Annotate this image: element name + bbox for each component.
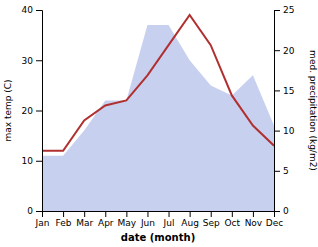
tick-mark xyxy=(274,10,280,11)
y-axis-title: max temp (C) xyxy=(3,79,13,141)
tick-label: 20 xyxy=(22,106,34,116)
tick: Sep xyxy=(203,211,220,228)
x-axis-title: date (month) xyxy=(121,232,195,243)
tick-mark xyxy=(36,161,42,162)
tick: 10 xyxy=(22,156,42,166)
tick-label: Feb xyxy=(56,218,72,228)
tick: 25 xyxy=(274,5,294,15)
tick: 20 xyxy=(274,46,295,56)
tick: Nov xyxy=(245,211,263,228)
tick-mark xyxy=(147,211,148,217)
line xyxy=(42,15,274,151)
area xyxy=(42,25,274,211)
tick: Jan xyxy=(35,211,50,228)
tick-mark xyxy=(84,211,85,217)
marks xyxy=(42,15,274,211)
tick: Mar xyxy=(76,211,93,228)
tick-label: 40 xyxy=(22,5,34,15)
tick-mark xyxy=(190,211,191,217)
tick-label: Aug xyxy=(181,218,199,228)
tick-label: Apr xyxy=(98,218,114,228)
tick-mark xyxy=(274,50,280,51)
tick: 20 xyxy=(22,106,42,116)
axis-line xyxy=(36,11,43,212)
tick-mark xyxy=(274,211,280,212)
tick-mark xyxy=(274,90,280,91)
tick-label: Mar xyxy=(76,218,93,228)
tick-mark xyxy=(274,171,280,172)
y2-axis: 0 5 10 15 20 25 xyxy=(274,5,295,216)
tick: Oct xyxy=(225,211,241,228)
y2-axis-title: med. precipitation (kg/m2) xyxy=(308,50,318,171)
tick-label: May xyxy=(118,218,137,228)
tick-label: 0 xyxy=(27,206,33,216)
tick-label: 20 xyxy=(283,46,295,56)
tick-mark xyxy=(211,211,212,217)
tick-mark xyxy=(126,211,127,217)
tick-mark xyxy=(232,211,233,217)
tick-label: Sep xyxy=(203,218,220,228)
tick: 40 xyxy=(22,5,42,15)
tick-label: 10 xyxy=(283,126,295,136)
tick: 15 xyxy=(274,86,294,96)
tick-label: 0 xyxy=(283,206,289,216)
y-axis: 0 10 20 30 40 xyxy=(22,5,43,216)
x-axis: Jan Feb Mar Apr MayJun Jul Aug Sep Oct NovDec xyxy=(35,211,284,228)
tick-label: 10 xyxy=(22,156,34,166)
tick-label: Oct xyxy=(225,218,241,228)
tick: 0 xyxy=(274,206,289,216)
tick-label: Jul xyxy=(163,218,175,228)
tick-mark xyxy=(36,111,42,112)
tick-mark xyxy=(169,211,170,217)
tick-label: Jun xyxy=(140,218,155,228)
tick-label: 5 xyxy=(283,166,289,176)
tick-mark xyxy=(253,211,254,217)
tick-label: Jan xyxy=(35,218,50,228)
tick: 0 xyxy=(27,206,42,216)
chart: JanFebMarAprMayJunJulAugSepOctNovDec0102… xyxy=(0,0,318,247)
tick: Jul xyxy=(163,211,175,228)
tick: Feb xyxy=(56,211,72,228)
tick: May xyxy=(118,211,137,228)
tick-mark xyxy=(274,131,280,132)
tick: Jun xyxy=(140,211,155,228)
tick-mark xyxy=(36,211,42,212)
axis-line xyxy=(275,11,281,212)
tick: Apr xyxy=(98,211,114,228)
tick-label: Dec xyxy=(266,218,283,228)
tick-mark xyxy=(63,211,64,217)
tick: Aug xyxy=(181,211,199,228)
plot: JanFebMarAprMayJunJulAugSepOctNovDec0102… xyxy=(22,5,295,228)
tick-label: 15 xyxy=(283,86,294,96)
tick: 30 xyxy=(22,56,42,66)
tick: 10 xyxy=(274,126,295,136)
tick-label: 30 xyxy=(22,56,34,66)
tick-mark xyxy=(36,10,42,11)
axis-line xyxy=(43,212,275,218)
tick-mark xyxy=(105,211,106,217)
tick-mark xyxy=(36,60,42,61)
tick-label: Nov xyxy=(245,218,263,228)
tick: 5 xyxy=(274,166,289,176)
tick-label: 25 xyxy=(283,5,294,15)
tick: Dec xyxy=(266,211,283,228)
